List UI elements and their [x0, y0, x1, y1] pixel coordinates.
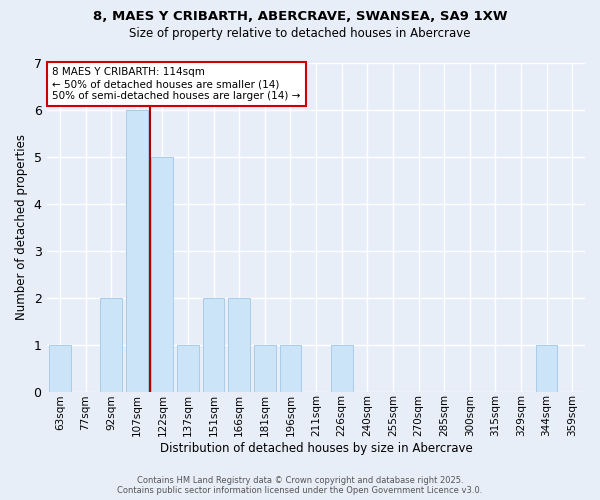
Bar	[126, 110, 148, 392]
Text: Contains HM Land Registry data © Crown copyright and database right 2025.
Contai: Contains HM Land Registry data © Crown c…	[118, 476, 482, 495]
Bar	[536, 344, 557, 392]
Bar	[151, 156, 173, 392]
Text: 8, MAES Y CRIBARTH, ABERCRAVE, SWANSEA, SA9 1XW: 8, MAES Y CRIBARTH, ABERCRAVE, SWANSEA, …	[93, 10, 507, 23]
X-axis label: Distribution of detached houses by size in Abercrave: Distribution of detached houses by size …	[160, 442, 472, 455]
Bar	[177, 344, 199, 392]
Text: Size of property relative to detached houses in Abercrave: Size of property relative to detached ho…	[129, 28, 471, 40]
Bar	[229, 298, 250, 392]
Bar	[100, 298, 122, 392]
Bar	[280, 344, 301, 392]
Y-axis label: Number of detached properties: Number of detached properties	[15, 134, 28, 320]
Text: 8 MAES Y CRIBARTH: 114sqm
← 50% of detached houses are smaller (14)
50% of semi-: 8 MAES Y CRIBARTH: 114sqm ← 50% of detac…	[52, 68, 301, 100]
Bar	[254, 344, 276, 392]
Bar	[331, 344, 353, 392]
Bar	[203, 298, 224, 392]
Bar	[49, 344, 71, 392]
